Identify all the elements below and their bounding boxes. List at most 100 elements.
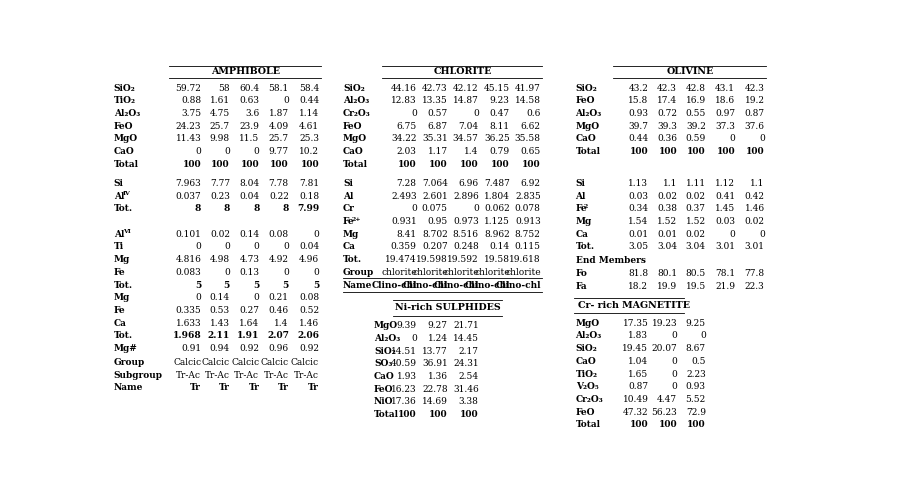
Text: Cr₂O₃: Cr₂O₃ — [343, 109, 370, 118]
Text: 0.02: 0.02 — [658, 192, 677, 200]
Text: 8.962: 8.962 — [484, 230, 509, 239]
Text: 8: 8 — [223, 204, 230, 213]
Text: Total: Total — [576, 420, 601, 429]
Text: 100: 100 — [460, 410, 479, 419]
Text: 7.28: 7.28 — [396, 179, 417, 188]
Text: 8: 8 — [253, 204, 259, 213]
Text: 16.23: 16.23 — [391, 385, 417, 394]
Text: 14.51: 14.51 — [391, 347, 417, 355]
Text: 1.1: 1.1 — [663, 179, 677, 188]
Text: 14.87: 14.87 — [453, 96, 479, 105]
Text: 2.493: 2.493 — [391, 192, 417, 200]
Text: Al: Al — [114, 230, 124, 239]
Text: V₂O₅: V₂O₅ — [576, 382, 598, 391]
Text: 31.46: 31.46 — [453, 385, 479, 394]
Text: 1.12: 1.12 — [715, 179, 736, 188]
Text: 0.08: 0.08 — [299, 293, 319, 302]
Text: 0.03: 0.03 — [715, 217, 736, 226]
Text: 1.61: 1.61 — [210, 96, 230, 105]
Text: 8.67: 8.67 — [685, 344, 706, 353]
Text: MgO: MgO — [374, 321, 398, 330]
Text: MgO: MgO — [576, 319, 600, 327]
Text: AMPHIBOLE: AMPHIBOLE — [212, 67, 280, 76]
Text: 58: 58 — [218, 84, 230, 93]
Text: 0.92: 0.92 — [299, 344, 319, 353]
Text: Calcic: Calcic — [291, 358, 319, 367]
Text: 0.13: 0.13 — [239, 268, 259, 277]
Text: 45.15: 45.15 — [483, 84, 509, 93]
Text: 0.23: 0.23 — [210, 192, 230, 200]
Text: 81.8: 81.8 — [628, 269, 649, 278]
Text: 0: 0 — [671, 382, 677, 391]
Text: 37.3: 37.3 — [715, 122, 736, 131]
Text: 3.04: 3.04 — [658, 242, 677, 252]
Text: 1.91: 1.91 — [237, 331, 259, 341]
Text: Tr: Tr — [190, 384, 201, 393]
Text: 11.5: 11.5 — [239, 134, 259, 143]
Text: 7.487: 7.487 — [483, 179, 509, 188]
Text: 0.63: 0.63 — [239, 96, 259, 105]
Text: 0: 0 — [671, 369, 677, 379]
Text: Tot.: Tot. — [343, 255, 362, 264]
Text: 72.9: 72.9 — [686, 408, 706, 417]
Text: 7.81: 7.81 — [299, 179, 319, 188]
Text: Ni-rich SULPHIDES: Ni-rich SULPHIDES — [395, 303, 501, 313]
Text: Total: Total — [114, 160, 139, 169]
Text: 100: 100 — [687, 420, 706, 429]
Text: 0.65: 0.65 — [520, 147, 541, 156]
Text: 0: 0 — [283, 268, 289, 277]
Text: CaO: CaO — [374, 372, 395, 381]
Text: 39.3: 39.3 — [658, 122, 677, 131]
Text: 0: 0 — [729, 134, 736, 143]
Text: 14.45: 14.45 — [453, 334, 479, 343]
Text: 0.01: 0.01 — [657, 230, 677, 239]
Text: 0.037: 0.037 — [176, 192, 201, 200]
Text: Fa: Fa — [576, 282, 588, 291]
Text: 21.9: 21.9 — [715, 282, 736, 291]
Text: 3.01: 3.01 — [745, 242, 764, 252]
Text: 44.16: 44.16 — [391, 84, 417, 93]
Text: 7.77: 7.77 — [210, 179, 230, 188]
Text: 25.3: 25.3 — [299, 134, 319, 143]
Text: 6.96: 6.96 — [458, 179, 479, 188]
Text: 0.21: 0.21 — [269, 293, 289, 302]
Text: 4.73: 4.73 — [239, 255, 259, 264]
Text: 0.04: 0.04 — [299, 242, 319, 252]
Text: 0.44: 0.44 — [628, 134, 649, 143]
Text: 19.618: 19.618 — [509, 255, 541, 264]
Text: Tr-Ac: Tr-Ac — [234, 371, 259, 380]
Text: Tr-Ac: Tr-Ac — [264, 371, 289, 380]
Text: 0.27: 0.27 — [239, 306, 259, 315]
Text: Tot.: Tot. — [576, 242, 595, 252]
Text: Al: Al — [576, 192, 586, 200]
Text: 3.6: 3.6 — [245, 109, 259, 118]
Text: End Members: End Members — [576, 256, 646, 266]
Text: 0.36: 0.36 — [658, 134, 677, 143]
Text: 0: 0 — [473, 109, 479, 118]
Text: 2.601: 2.601 — [422, 192, 448, 200]
Text: Tr: Tr — [219, 384, 230, 393]
Text: 1.4: 1.4 — [465, 147, 479, 156]
Text: FeO: FeO — [576, 96, 595, 105]
Text: 8: 8 — [195, 204, 201, 213]
Text: 2.07: 2.07 — [267, 331, 289, 341]
Text: 5: 5 — [223, 281, 230, 290]
Text: 5: 5 — [253, 281, 259, 290]
Text: 1.4: 1.4 — [274, 319, 289, 327]
Text: 1.633: 1.633 — [176, 319, 201, 327]
Text: 0.37: 0.37 — [686, 204, 706, 213]
Text: 25.7: 25.7 — [210, 122, 230, 131]
Text: 43.2: 43.2 — [629, 84, 649, 93]
Text: 0.93: 0.93 — [686, 382, 706, 391]
Text: 5: 5 — [283, 281, 289, 290]
Text: 24.31: 24.31 — [453, 359, 479, 369]
Text: 21.71: 21.71 — [453, 321, 479, 330]
Text: 1.24: 1.24 — [428, 334, 448, 343]
Text: 6.92: 6.92 — [520, 179, 541, 188]
Text: 77.8: 77.8 — [745, 269, 764, 278]
Text: 0: 0 — [224, 268, 230, 277]
Text: 0.14: 0.14 — [210, 293, 230, 302]
Text: Tr: Tr — [309, 384, 319, 393]
Text: chlorite: chlorite — [505, 268, 541, 277]
Text: 42.3: 42.3 — [745, 84, 764, 93]
